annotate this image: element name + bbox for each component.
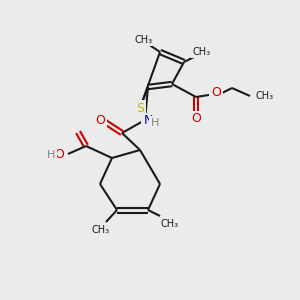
Text: H: H (46, 150, 55, 160)
Text: CH₃: CH₃ (193, 47, 211, 57)
Text: CH₃: CH₃ (255, 91, 273, 101)
Text: O: O (191, 112, 201, 125)
Text: CH₃: CH₃ (135, 35, 153, 45)
Text: CH₃: CH₃ (161, 219, 179, 229)
Text: O: O (54, 148, 64, 160)
Text: H: H (151, 118, 159, 128)
Text: CH₃: CH₃ (92, 225, 110, 235)
Text: S: S (136, 101, 144, 115)
Text: O: O (95, 113, 105, 127)
Text: O: O (211, 85, 221, 98)
Text: N: N (143, 115, 153, 128)
